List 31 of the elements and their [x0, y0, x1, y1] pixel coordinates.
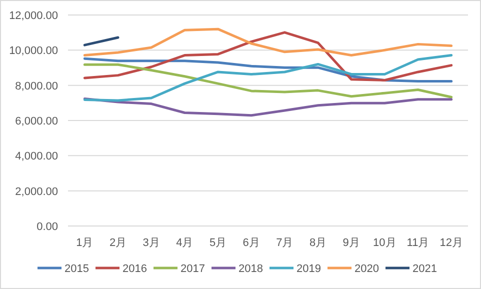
y-tick-label: 2,000.00 — [15, 186, 58, 198]
y-tick-label: 0.00 — [36, 221, 58, 233]
line-series — [83, 28, 453, 57]
x-tick-label: 10月 — [373, 237, 396, 249]
x-tick-label: 4月 — [176, 237, 194, 249]
line-series — [83, 63, 453, 98]
y-tick-label: 12,000.00 — [9, 10, 58, 22]
y-tick-label: 6,000.00 — [15, 116, 58, 128]
x-tick-label: 3月 — [142, 237, 160, 249]
x-tick-label: 5月 — [209, 237, 227, 249]
y-tick-label: 8,000.00 — [15, 80, 58, 92]
x-tick-label: 6月 — [242, 237, 260, 249]
line-series — [83, 97, 453, 117]
legend-label: 2017 — [180, 263, 205, 275]
legend-label: 2019 — [296, 263, 321, 275]
legend-label: 2016 — [122, 263, 147, 275]
x-tick-label: 8月 — [309, 237, 327, 249]
y-tick-label: 10,000.00 — [9, 45, 58, 58]
x-tick-label: 1月 — [76, 237, 94, 249]
x-tick-label: 11月 — [406, 237, 430, 249]
x-tick-label: 12月 — [440, 237, 463, 249]
legend-label: 2020 — [354, 263, 379, 275]
legend-label: 2015 — [64, 263, 89, 275]
y-tick-label: 4,000.00 — [15, 150, 58, 163]
line-series — [83, 31, 453, 82]
x-tick-label: 2月 — [109, 237, 127, 249]
line-series — [83, 54, 453, 102]
x-tick-label: 9月 — [342, 237, 360, 249]
legend-label: 2018 — [238, 263, 263, 275]
x-tick-label: 7月 — [276, 237, 294, 249]
legend-label: 2021 — [412, 263, 437, 275]
